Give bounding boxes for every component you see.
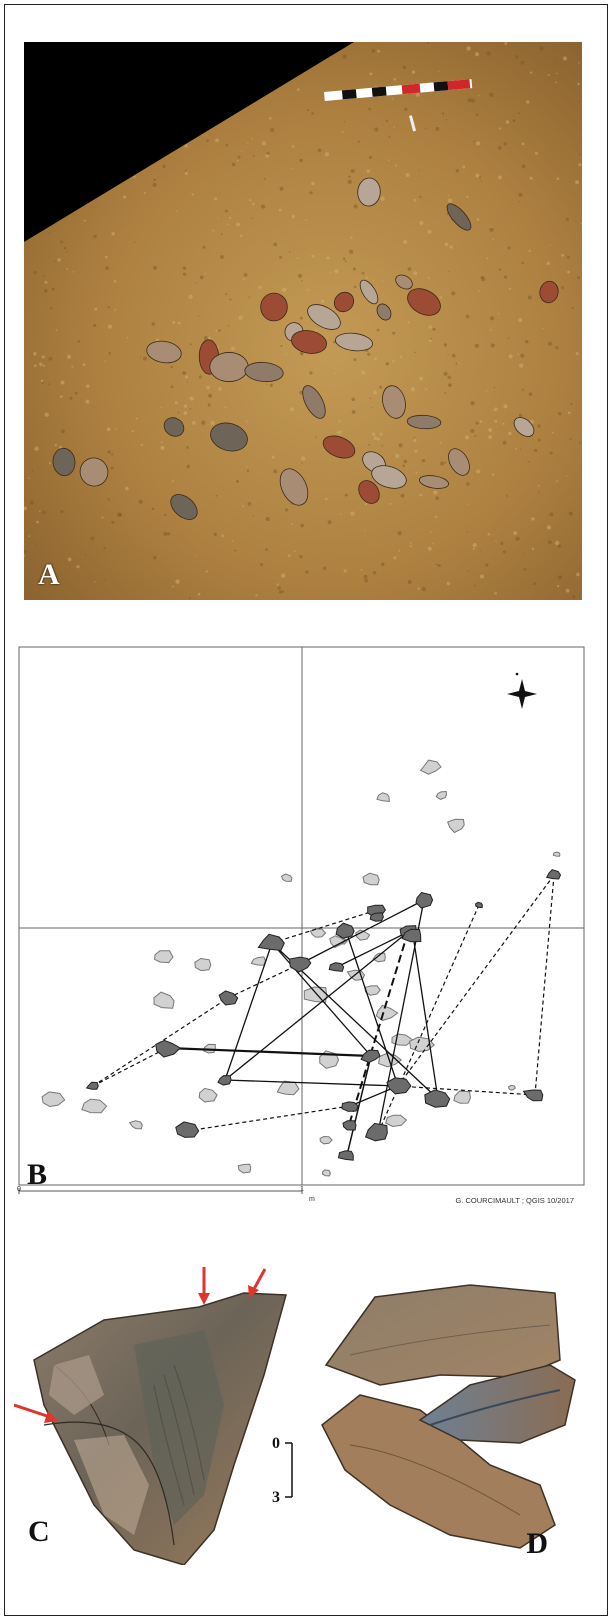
panel-label-c: C (28, 1515, 50, 1548)
flint-flakes-image (321, 1284, 576, 1549)
panel-label-b: B (27, 1158, 48, 1191)
map-credit: G. COURCIMAULT ; QGIS 10/2017 (455, 1196, 574, 1205)
cm-scale-top: 0 (272, 1435, 280, 1452)
cm-scale-bottom: 3 (272, 1489, 280, 1506)
scale-label-one: 1 (300, 1186, 304, 1193)
scale-unit: m (309, 1196, 315, 1203)
excavation-photo (24, 42, 582, 600)
flint-refit-photo-c: 0 3 C (13, 1265, 314, 1566)
refit-plan (18, 646, 585, 1194)
flint-refit-photo-d: D (320, 1265, 590, 1565)
photo-scale-bar (323, 79, 473, 132)
metric-scale-bar (18, 1188, 303, 1194)
cm-scale-bar (285, 1442, 293, 1498)
north-arrow-icon (507, 672, 537, 709)
red-arrow-icon (198, 1267, 210, 1305)
figure-frame (4, 4, 608, 1616)
red-arrow-icon (13, 1403, 58, 1423)
refit-lines (92, 874, 555, 1156)
excavation-photo-panel: A (24, 42, 582, 600)
refit-fragments (85, 869, 562, 1161)
panel-label-a: A (38, 558, 60, 591)
flint-core-image (13, 1267, 293, 1566)
red-arrow-icon (248, 1268, 267, 1298)
panel-label-d: D (526, 1527, 548, 1560)
refit-plan-panel: 0 1 m G. COURCIMAULT ; QGIS 10/2017 B (17, 645, 586, 1212)
scale-label-zero: 0 (17, 1186, 21, 1193)
